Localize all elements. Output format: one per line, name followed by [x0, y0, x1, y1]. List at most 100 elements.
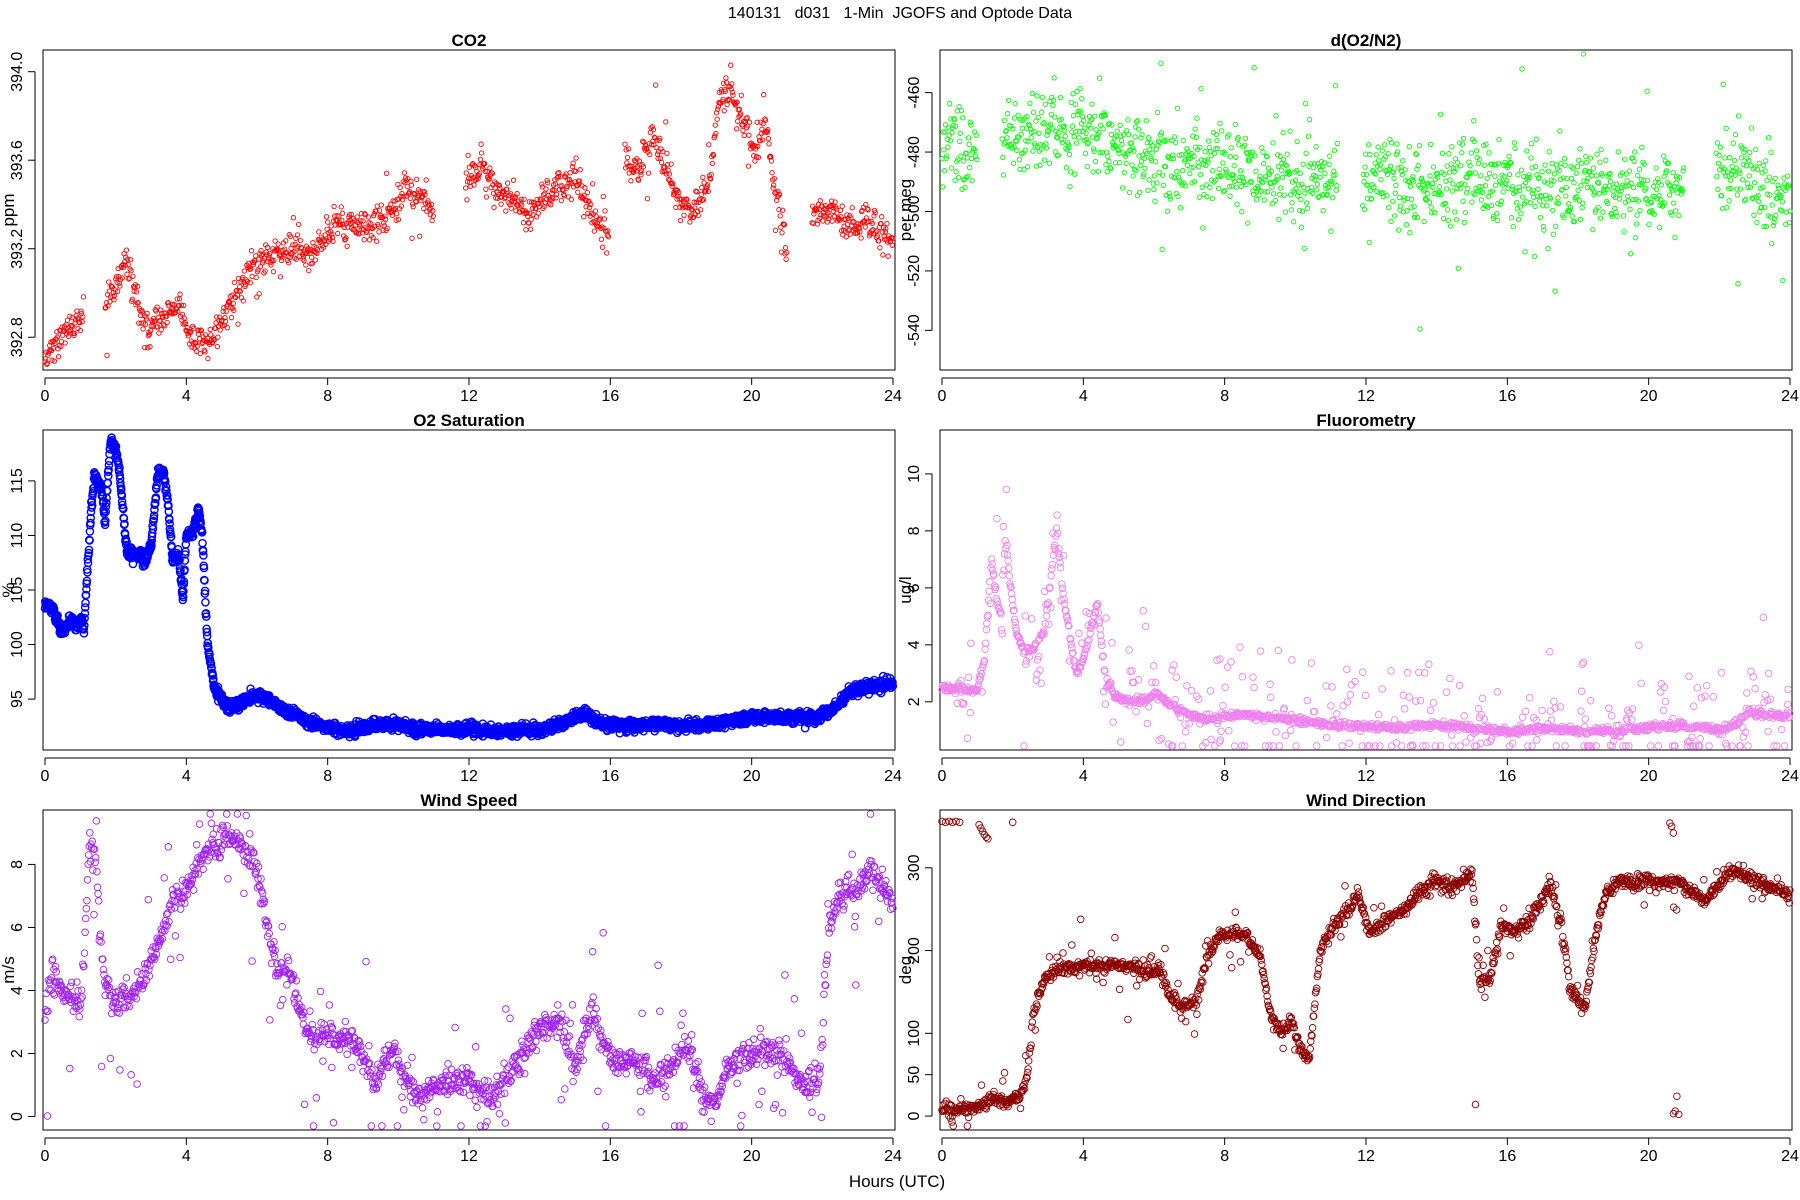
o2sat-y-tick-label: 95: [9, 690, 26, 708]
co2-data-point: [567, 170, 573, 176]
do2n2-x-tick-label: 16: [1498, 388, 1516, 405]
co2-data-point: [373, 208, 379, 214]
co2-data-point: [497, 185, 503, 191]
co2-data-point: [478, 141, 484, 147]
co2-data-point: [401, 193, 407, 199]
co2-data-point: [576, 178, 583, 184]
co2-data-point: [496, 182, 503, 188]
co2-data-point: [484, 168, 490, 175]
co2-data-point: [521, 196, 527, 202]
co2-data-point: [510, 177, 517, 183]
co2-data-point: [508, 205, 514, 211]
co2-data-point: [127, 257, 134, 263]
o2sat-y-tick-label: 100: [9, 631, 26, 658]
co2-x-tick-label: 20: [743, 388, 761, 405]
co2-data-point: [555, 170, 561, 176]
co2-data-point: [506, 192, 513, 198]
co2-data-point: [230, 300, 236, 307]
co2-data-point: [133, 289, 140, 295]
co2-data-point: [160, 322, 167, 328]
o2sat-y-tick-label: 110: [9, 523, 26, 549]
co2-data-point: [483, 194, 490, 200]
co2-data-point: [115, 265, 121, 272]
co2-data-point: [231, 307, 237, 314]
co2-data-point: [547, 196, 553, 203]
co2-data-point: [491, 204, 497, 211]
co2-data-point: [132, 284, 138, 290]
co2-data-point: [407, 188, 413, 195]
co2-data-point: [472, 177, 478, 184]
do2n2-x-tick-label: 12: [1357, 388, 1375, 405]
co2-data-point: [323, 214, 330, 220]
co2-data-point: [253, 274, 259, 281]
co2-data-point: [111, 292, 118, 299]
co2-data-point: [553, 191, 560, 198]
co2-data-point: [354, 214, 360, 220]
co2-data-point: [413, 199, 419, 205]
co2-points: [42, 62, 896, 367]
co2-data-point: [309, 260, 315, 266]
co2-data-point: [255, 256, 262, 262]
co2-data-point: [70, 323, 76, 330]
figure-x-axis-label: Hours (UTC): [849, 1172, 945, 1191]
co2-data-point: [553, 195, 559, 201]
co2-data-point: [140, 326, 146, 332]
co2-data-point: [221, 305, 227, 311]
co2-data-point: [335, 230, 341, 237]
co2-data-point: [134, 283, 141, 289]
co2-data-point: [146, 331, 153, 337]
co2-data-point: [514, 191, 520, 197]
co2-data-point: [538, 196, 544, 203]
co2-data-point: [79, 319, 85, 325]
o2sat-x-tick-label: 12: [460, 768, 478, 785]
co2-data-point: [42, 356, 49, 362]
co2-data-point: [231, 279, 238, 286]
co2-data-point: [64, 317, 71, 323]
co2-data-point: [550, 195, 556, 202]
co2-data-point: [568, 196, 574, 203]
co2-data-point: [503, 208, 509, 214]
co2-data-point: [211, 336, 217, 343]
co2-data-point: [463, 185, 469, 191]
co2-data-point: [353, 230, 359, 236]
co2-data-point: [487, 165, 493, 171]
co2-data-point: [338, 204, 344, 210]
o2sat-y-tick-label: 115: [9, 468, 26, 494]
co2-data-point: [298, 244, 304, 251]
co2-data-point: [312, 257, 318, 263]
co2-data-point: [395, 216, 402, 223]
co2-data-point: [382, 213, 388, 219]
co2-data-point: [283, 238, 289, 244]
co2-data-point: [572, 168, 579, 175]
o2sat-x-tick-label: 0: [41, 768, 50, 785]
co2-x-tick-label: 8: [323, 388, 332, 405]
co2-data-point: [430, 213, 436, 219]
co2-data-point: [465, 152, 471, 159]
co2-data-point: [277, 274, 284, 280]
co2-data-point: [177, 291, 183, 297]
co2-data-point: [393, 217, 399, 223]
do2n2-y-tick-label: -540: [906, 314, 923, 346]
co2-data-point: [125, 261, 131, 268]
co2-data-point: [157, 318, 163, 324]
co2-data-point: [116, 274, 122, 280]
co2-x-tick-label: 12: [460, 388, 478, 405]
co2-data-point: [539, 181, 545, 187]
co2-data-point: [542, 200, 549, 206]
co2-x-tick-label: 24: [884, 388, 902, 405]
co2-data-point: [507, 191, 514, 197]
do2n2-x-tick-label: 20: [1640, 388, 1658, 405]
co2-data-point: [570, 160, 576, 166]
o2sat-x-tick-label: 20: [743, 768, 761, 785]
co2-data-point: [77, 327, 84, 334]
co2-data-point: [262, 268, 268, 274]
co2-data-point: [361, 237, 367, 243]
co2-data-point: [552, 181, 559, 187]
co2-data-point: [428, 201, 435, 208]
co2-data-point: [471, 182, 477, 188]
co2-data-point: [341, 224, 347, 231]
co2-data-point: [130, 273, 136, 279]
co2-data-point: [339, 210, 346, 216]
co2-data-point: [290, 215, 297, 221]
